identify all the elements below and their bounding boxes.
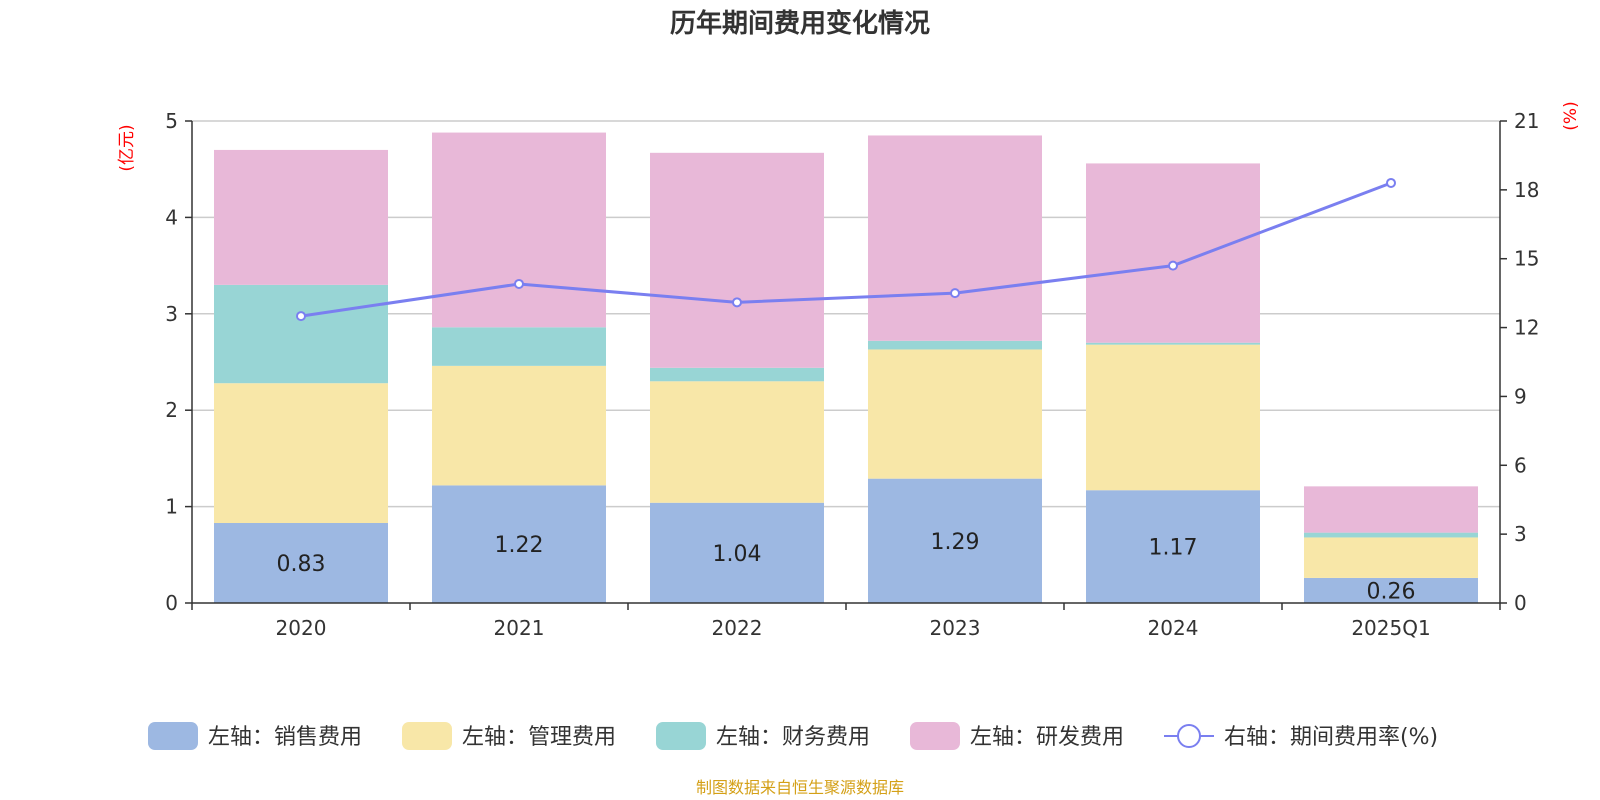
bar-segment-1 (1086, 490, 1260, 603)
left-tick-label: 0 (165, 591, 178, 615)
right-tick-label: 18 (1514, 178, 1539, 202)
right-tick-label: 12 (1514, 316, 1539, 340)
x-tick-label: 2022 (712, 616, 763, 640)
legend-swatch (656, 722, 706, 750)
bar-segment-2 (1086, 344, 1260, 491)
legend-swatch (910, 722, 960, 750)
bar-segment-2 (1304, 537, 1478, 578)
legend-item: 左轴：财务费用 (656, 722, 870, 750)
left-tick-label: 4 (165, 205, 178, 229)
bar-segment-4 (650, 152, 824, 368)
bar-segment-1 (432, 485, 606, 603)
x-tick-label: 2025Q1 (1351, 616, 1430, 640)
x-tick-label: 2023 (930, 616, 981, 640)
bar-data-label: 1.22 (495, 533, 544, 558)
bar-data-label: 0.83 (277, 552, 326, 577)
rate-line (300, 181, 1392, 318)
left-tick-label: 2 (165, 398, 178, 422)
left-tick-label: 1 (165, 495, 178, 519)
legend-label: 左轴：财务费用 (716, 725, 870, 750)
rate-line-point (514, 278, 524, 289)
bar-segment-1 (1304, 577, 1478, 603)
bar-data-label: 1.17 (1149, 536, 1198, 561)
right-tick-label: 21 (1514, 109, 1539, 133)
left-tick-label: 5 (165, 109, 178, 133)
legend-label: 左轴：管理费用 (462, 725, 616, 750)
x-tick-label: 2024 (1148, 616, 1199, 640)
legend-marker (1177, 724, 1201, 748)
rate-line-point (1386, 177, 1396, 188)
data-source-note: 制图数据来自恒生聚源数据库 (696, 778, 904, 797)
bar-segment-3 (1086, 342, 1260, 345)
bar-segment-1 (868, 478, 1042, 603)
legend-label: 右轴：期间费用率(%) (1224, 725, 1438, 750)
bar-segment-3 (1304, 532, 1478, 538)
bar-segment-4 (432, 132, 606, 328)
x-tick-label: 2020 (276, 616, 327, 640)
legend-item: 左轴：研发费用 (910, 722, 1124, 750)
bar-data-label: 1.04 (713, 542, 762, 567)
chart-title: 历年期间费用变化情况 (670, 8, 930, 39)
legend: 左轴：销售费用 左轴：管理费用 左轴：财务费用 左轴：研发费用 右轴：期间费用率(%) (148, 722, 1438, 750)
bar-segment-3 (432, 327, 606, 366)
rate-line-series (296, 177, 1396, 322)
legend-swatch (402, 722, 452, 750)
bar-segment-2 (868, 349, 1042, 479)
left-tick-label: 3 (165, 302, 178, 326)
legend-item: 左轴：管理费用 (402, 722, 616, 750)
rate-line-point (732, 297, 742, 308)
legend-swatch (148, 722, 198, 750)
data-labels: 0.83 1.22 1.04 1.29 1.17 0.26 (277, 530, 1416, 605)
bar-segment-2 (214, 383, 388, 523)
legend-item: 左轴：销售费用 (148, 722, 362, 750)
right-axis-unit: (%) (1561, 101, 1581, 130)
gridlines (192, 120, 1500, 508)
bar-segment-4 (1304, 486, 1478, 533)
rate-line-point (296, 311, 306, 322)
bar-data-label: 0.26 (1367, 579, 1416, 604)
x-tick-label: 2021 (494, 616, 545, 640)
bar-segment-4 (868, 135, 1042, 341)
right-tick-label: 0 (1514, 591, 1527, 615)
right-tick-label: 6 (1514, 453, 1527, 477)
right-tick-label: 3 (1514, 522, 1527, 546)
bar-segment-2 (432, 365, 606, 486)
bar-data-label: 1.29 (931, 530, 980, 555)
legend-item: 右轴：期间费用率(%) (1164, 724, 1438, 750)
rate-line-point (1168, 260, 1178, 271)
legend-label: 左轴：研发费用 (970, 725, 1124, 750)
bar-segment-3 (214, 284, 388, 384)
right-tick-label: 15 (1514, 247, 1539, 271)
rate-line-point (950, 288, 960, 299)
bar-series (214, 132, 1478, 603)
bar-segment-1 (214, 522, 388, 603)
bar-segment-3 (650, 367, 824, 382)
left-axis-unit: (亿元) (117, 124, 137, 171)
bar-segment-2 (650, 381, 824, 503)
bar-segment-1 (650, 502, 824, 603)
right-tick-label: 9 (1514, 384, 1527, 408)
bar-segment-4 (214, 149, 388, 285)
bar-segment-4 (1086, 163, 1260, 343)
bar-segment-3 (868, 340, 1042, 350)
legend-label: 左轴：销售费用 (208, 725, 362, 750)
